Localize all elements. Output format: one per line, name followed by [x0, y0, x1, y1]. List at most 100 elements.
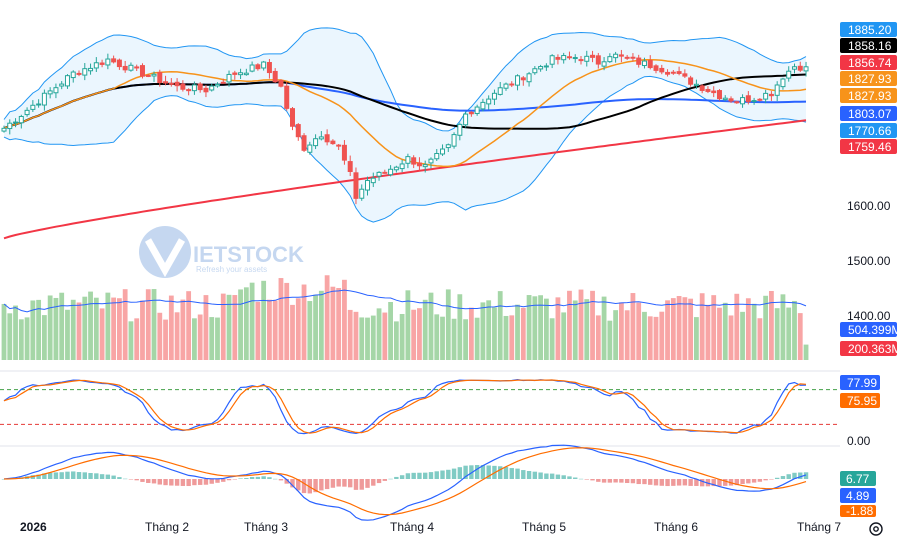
- candle-body: [665, 71, 671, 75]
- macd-histogram-bar: [515, 468, 520, 479]
- volume-bar: [301, 284, 307, 360]
- candle-body: [197, 83, 203, 91]
- candle-body: [99, 62, 105, 65]
- candle-body: [93, 62, 99, 69]
- candle-body: [313, 138, 319, 147]
- volume-bar: [353, 311, 359, 360]
- macd-histogram-bar: [371, 479, 376, 486]
- candle-body: [168, 82, 174, 85]
- macd-histogram-bar: [151, 479, 157, 484]
- candle-body: [284, 85, 290, 109]
- candle-body: [676, 71, 682, 74]
- macd-histogram-bar: [94, 473, 99, 479]
- volume-bar: [65, 309, 70, 360]
- volume-bar: [7, 313, 13, 360]
- macd-histogram-bar: [584, 479, 589, 480]
- volume-bar: [59, 292, 65, 360]
- macd-histogram-bar: [428, 472, 434, 479]
- candle-body: [330, 140, 336, 145]
- macd-histogram-bar: [174, 479, 180, 486]
- macd-histogram-bar: [498, 466, 503, 479]
- candle-body: [624, 56, 630, 59]
- volume-bar: [99, 308, 105, 360]
- macd-histogram-bar: [336, 479, 341, 487]
- volume-bar: [272, 300, 278, 360]
- candle-body: [561, 55, 567, 61]
- volume-bar: [336, 287, 342, 360]
- candle-body: [486, 98, 492, 105]
- macd-histogram-bar: [509, 468, 514, 479]
- candle-body: [445, 144, 451, 149]
- volume-bar: [330, 286, 336, 360]
- volume-bar: [572, 300, 578, 360]
- macd-histogram-bar: [71, 471, 76, 479]
- volume-bar: [249, 282, 255, 360]
- macd-histogram-bar: [197, 479, 203, 485]
- volume-bar: [76, 302, 82, 360]
- macd-histogram-bar: [53, 472, 59, 479]
- candle-body: [468, 111, 474, 115]
- macd-histogram-bar: [763, 479, 768, 481]
- volume-bar: [694, 317, 699, 360]
- candle-body: [232, 72, 238, 75]
- candle-body: [791, 66, 797, 70]
- volume-bar: [388, 301, 393, 360]
- volume-bar: [215, 317, 220, 360]
- candle-body: [711, 90, 717, 94]
- candle-body: [682, 73, 688, 77]
- macd-histogram-bar: [163, 479, 168, 486]
- candle-body: [601, 61, 607, 67]
- volume-bar: [370, 315, 376, 360]
- volume-bar: [590, 290, 595, 360]
- macd-histogram-bar: [203, 479, 209, 485]
- candle-body: [763, 92, 769, 100]
- settings-gear-icon[interactable]: [866, 519, 886, 539]
- macd-histogram-bar: [526, 471, 532, 479]
- macd-histogram-bar: [249, 477, 255, 479]
- volume-bar: [128, 321, 134, 360]
- macd-histogram-bar: [469, 465, 474, 479]
- volume-bar: [145, 289, 151, 360]
- volume-bar: [24, 317, 30, 360]
- macd-histogram-bar: [451, 468, 457, 479]
- candle-body: [64, 75, 70, 87]
- macd-histogram-bar: [111, 475, 116, 479]
- macd-histogram-bar: [688, 479, 693, 486]
- macd-histogram-bar: [376, 479, 382, 484]
- candle-body: [249, 64, 255, 72]
- volume-bar: [290, 304, 295, 360]
- volume-bar: [642, 311, 647, 360]
- volume-bar: [105, 292, 111, 360]
- volume-bar: [157, 312, 163, 360]
- macd-tag-macd: 4.89: [840, 488, 876, 503]
- volume-bar: [111, 297, 117, 360]
- macd-histogram-bar: [734, 479, 739, 486]
- candle-body: [405, 156, 411, 164]
- candle-body: [538, 66, 544, 70]
- candle-body: [180, 83, 186, 90]
- volume-bar: [93, 297, 99, 360]
- volume-bar: [711, 295, 717, 360]
- candle-body: [307, 144, 313, 153]
- macd-histogram-bar: [521, 470, 526, 479]
- macd-histogram-bar: [1, 479, 7, 480]
- x-label-thang-4: Tháng 4: [390, 520, 434, 534]
- candle-body: [370, 177, 376, 184]
- volume-bar: [117, 298, 122, 360]
- volume-bar: [740, 311, 745, 360]
- volume-bar: [324, 275, 330, 360]
- volume-bar: [243, 287, 249, 360]
- candle-body: [578, 59, 584, 62]
- macd-histogram-bar: [578, 478, 584, 480]
- macd-histogram-bar: [82, 472, 87, 479]
- macd-histogram-bar: [278, 479, 284, 481]
- macd-histogram-bar: [630, 479, 636, 484]
- volume-bar: [295, 298, 301, 360]
- volume-bar: [134, 318, 140, 360]
- candle-body: [388, 168, 394, 176]
- volume-bar: [1, 303, 7, 360]
- candle-body: [630, 56, 636, 59]
- candle-body: [457, 123, 463, 136]
- macd-histogram-bar: [290, 479, 295, 488]
- volume-bar: [786, 307, 792, 360]
